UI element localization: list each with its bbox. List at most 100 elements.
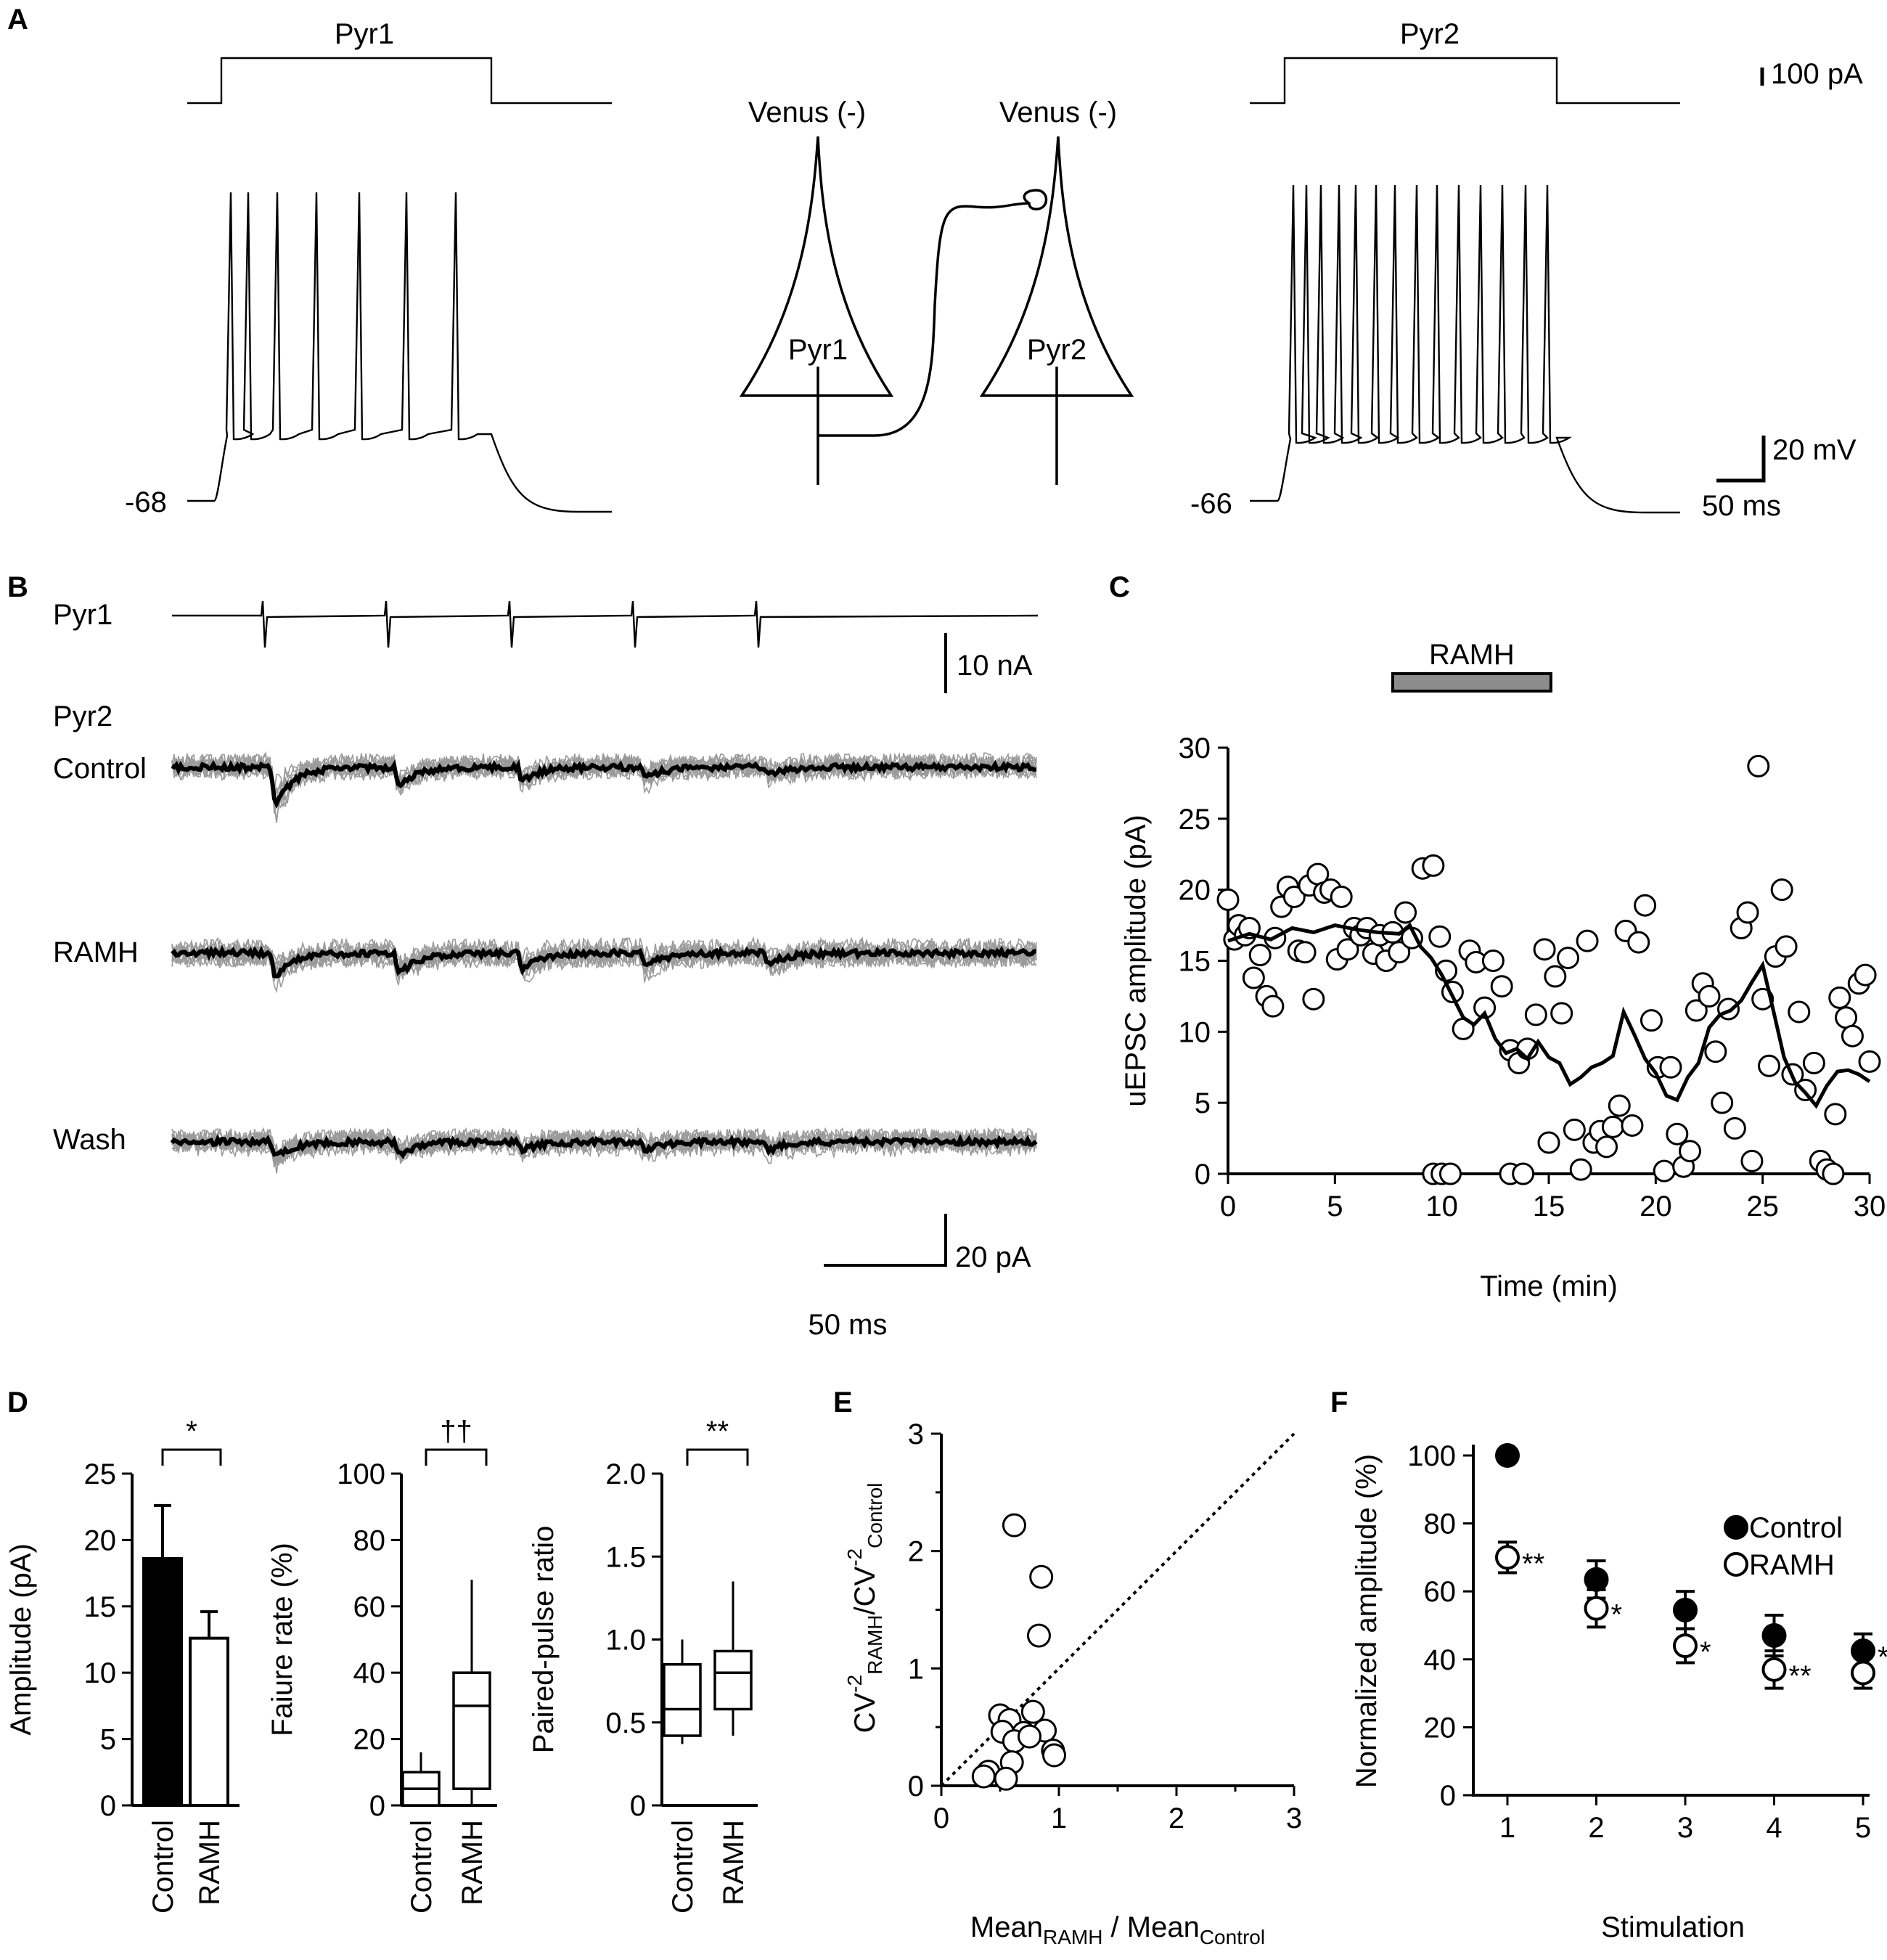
ramh-application-label: RAMH — [1429, 639, 1515, 671]
data-point — [1802, 1051, 1825, 1074]
individual-trace — [171, 1127, 1037, 1161]
x-tick-label: 3 — [1677, 1812, 1693, 1844]
x-tick-label: 30 — [1854, 1191, 1886, 1222]
y-axis-label-part: /CV — [849, 1566, 881, 1614]
pyr2-voltage-trace — [1250, 184, 1680, 514]
data-point — [1634, 894, 1657, 917]
data-point — [1854, 963, 1877, 987]
y-axis-label-part: -2 — [843, 1548, 866, 1567]
ramh-average-trace — [171, 944, 1037, 979]
current-scale-label: 100 pA — [1771, 58, 1863, 90]
data-point — [1595, 1135, 1618, 1159]
data-point — [1711, 1091, 1734, 1114]
pyr2-venus-label: Venus (-) — [999, 97, 1117, 128]
data-point — [1640, 1009, 1663, 1032]
x-axis-label-part: Control — [1200, 1926, 1265, 1948]
y-tick-label: 5 — [100, 1724, 116, 1756]
x-axis-label-part: / Mean — [1102, 1911, 1199, 1943]
ramh-data-point — [1851, 1660, 1875, 1686]
data-point — [1242, 966, 1265, 989]
x-tick-label: 1 — [1499, 1812, 1515, 1844]
y-tick-label: 25 — [1179, 804, 1211, 836]
ramh-data-point — [1761, 1657, 1787, 1682]
pyr2-soma-label: Pyr2 — [1027, 334, 1086, 366]
box — [663, 1663, 702, 1737]
data-point — [1685, 999, 1708, 1022]
running-average-line — [1227, 922, 1871, 1109]
data-point — [1627, 931, 1650, 954]
x-tick-label: 2 — [1588, 1812, 1604, 1844]
significance-bracket — [425, 1448, 488, 1466]
x-axis-label-part: RAMH — [1043, 1926, 1102, 1948]
panel-d-label: D — [7, 1387, 28, 1418]
ramh-condition-label: RAMH — [53, 936, 139, 968]
data-point — [1717, 997, 1740, 1021]
data-point — [1569, 1158, 1592, 1181]
amplitude-bar-chart: 0 5 10 15 20 25 Amplitude (pA) Control RAMH * — [5, 1416, 240, 1914]
pyr1-current-step — [187, 57, 612, 105]
data-point — [1248, 944, 1272, 967]
y-tick-label: 25 — [84, 1458, 117, 1490]
y-tick-label: 15 — [84, 1591, 117, 1623]
data-point — [1563, 1118, 1586, 1141]
cv-data-point — [1026, 1623, 1051, 1648]
pa-ms-scale-bar — [824, 1214, 947, 1267]
data-point — [1704, 1040, 1727, 1063]
pyr1-to-pyr2-axon-collateral — [818, 202, 1030, 437]
paired-pulse-box-plot: 0 0.5 1.0 1.5 2.0 Paired-pulse ratio Control RA… — [528, 1416, 758, 1914]
category-label: RAMH — [718, 1820, 750, 1906]
y-axis-label-part: -2 — [843, 1675, 866, 1693]
pyr2-current-step — [1250, 57, 1680, 105]
wash-average-trace — [170, 1133, 1038, 1159]
data-point — [1422, 854, 1445, 877]
data-point — [1788, 1000, 1811, 1024]
pyr2-resting-potential: -66 — [1190, 488, 1232, 520]
control-average-trace — [171, 759, 1037, 809]
data-point — [1678, 1140, 1701, 1163]
y-tick-label: 1 — [908, 1653, 924, 1685]
data-point — [1282, 885, 1306, 908]
legend-control-label: Control — [1749, 1512, 1843, 1544]
x-tick-label: 5 — [1327, 1191, 1343, 1222]
data-point — [1388, 941, 1411, 964]
data-point — [1736, 901, 1759, 924]
y-axis-label: CV-2RAMH/CV-2Control — [843, 1483, 886, 1734]
box — [713, 1649, 753, 1711]
data-point — [1723, 1116, 1746, 1140]
individual-trace — [171, 754, 1037, 793]
y-tick-label: 40 — [1424, 1644, 1457, 1676]
y-tick-label: 0 — [369, 1790, 385, 1822]
data-point — [1557, 947, 1580, 970]
y-tick-label: 0.5 — [605, 1707, 646, 1739]
significance-marker: * — [1700, 1636, 1711, 1668]
x-tick-label: 25 — [1746, 1191, 1779, 1222]
pyr1-trace-label: Pyr1 — [335, 18, 394, 50]
data-point — [1666, 1122, 1689, 1146]
voltage-scale-label: 20 mV — [1772, 434, 1857, 466]
failure-rate-box-plot: 0 20 40 60 80 100 Faiure rate (%) Control RAMH †† — [266, 1416, 497, 1914]
ms-scale-label: 50 ms — [809, 1309, 888, 1341]
wash-condition-label: Wash — [53, 1124, 126, 1156]
data-point — [1302, 987, 1325, 1010]
data-point — [1770, 878, 1793, 902]
significance-marker: †† — [440, 1416, 472, 1447]
cv-data-point — [1020, 1699, 1045, 1724]
data-point — [1330, 885, 1353, 908]
legend-control-marker — [1724, 1515, 1748, 1540]
data-point — [1828, 986, 1851, 1009]
significance-marker: * — [186, 1416, 197, 1447]
pyr2-trace-label: Pyr2 — [1400, 18, 1460, 50]
data-point — [1824, 1103, 1847, 1126]
individual-epsc-traces — [171, 751, 1037, 1174]
data-point — [1216, 888, 1240, 911]
pyr1-venus-label: Venus (-) — [748, 97, 866, 128]
x-tick-label: 5 — [1855, 1812, 1871, 1844]
pyr1-stimulation-trace — [172, 600, 1039, 648]
y-tick-label: 0 — [630, 1790, 646, 1822]
y-tick-label: 0 — [1195, 1159, 1211, 1191]
y-axis-label: Normalized amplitude (%) — [1351, 1454, 1383, 1788]
data-point — [1601, 1115, 1624, 1138]
box — [452, 1671, 491, 1790]
data-point — [1835, 1006, 1858, 1029]
x-tick-label: 3 — [1286, 1802, 1302, 1834]
